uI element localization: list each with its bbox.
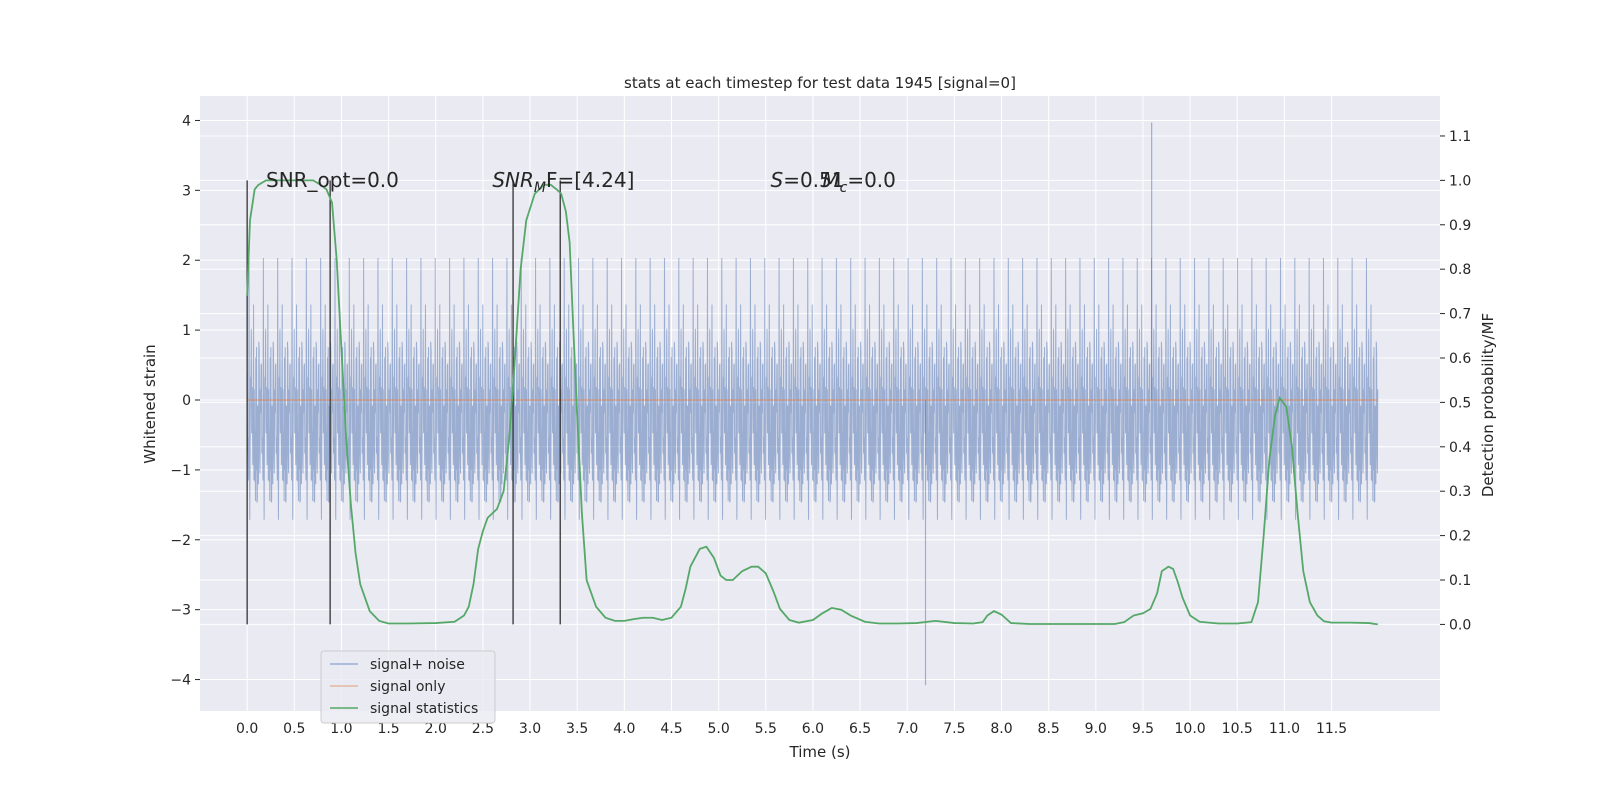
y-right-tick-label: 0.2: [1449, 529, 1471, 545]
annotation-snr-mf-main: SNR: [492, 168, 534, 192]
y-left-tick-label: −1: [170, 463, 191, 479]
y-left-tick-label: 3: [182, 183, 191, 199]
y-right-tick-label: 0.7: [1449, 307, 1471, 323]
chart-title: stats at each timestep for test data 194…: [624, 74, 1016, 92]
x-tick-label: 8.5: [1038, 721, 1060, 737]
y-left-tick-label: 0: [182, 393, 191, 409]
x-tick-label: 1.0: [330, 721, 352, 737]
noise-trace: [246, 257, 1379, 520]
annotation-snr-opt: SNR_opt=0.0: [266, 168, 399, 192]
vertical-markers: [246, 180, 561, 625]
y-right-tick-label: 1.0: [1449, 173, 1471, 189]
x-tick-label: 11.5: [1316, 721, 1347, 737]
x-tick-label: 3.5: [566, 721, 588, 737]
legend-label-signal-only: signal only: [370, 679, 445, 695]
y-right-tick-label: 0.5: [1449, 395, 1471, 411]
annotation-s-tail: =0.51: [783, 168, 844, 192]
x-tick-label: 7.5: [943, 721, 965, 737]
x-axis-label: Time (s): [789, 743, 851, 761]
legend-box: [320, 650, 496, 724]
y-left-tick-label: −3: [170, 603, 191, 619]
legend-label-signal-noise: signal+ noise: [370, 657, 465, 673]
series-signal-noise: [246, 122, 1379, 686]
x-tick-label: 9.0: [1085, 721, 1107, 737]
y-right-tick-label: 0.4: [1449, 440, 1471, 456]
x-tick-label: 2.0: [425, 721, 447, 737]
x-tick-label: 5.5: [755, 721, 777, 737]
y-right-tick-label: 0.8: [1449, 262, 1471, 278]
y-right-tick-label: 0.0: [1449, 617, 1471, 633]
y-right-axis-label: Detection probability/MF: [1479, 313, 1497, 497]
annotation-mc-sub: c: [840, 180, 848, 196]
series-signal-statistics: [246, 179, 1378, 626]
x-tick-label: 4.5: [660, 721, 682, 737]
annotation-mc: Mc=0.0: [822, 168, 896, 196]
annotation-snr-mf-sub: M: [534, 180, 546, 196]
x-tick-label: 6.5: [849, 721, 871, 737]
x-tick-label: 9.5: [1132, 721, 1154, 737]
x-tick-label: 6.0: [802, 721, 824, 737]
annotation-snr-mf: SNRMF=[4.24]: [492, 168, 634, 196]
x-tick-label: 0.5: [283, 721, 305, 737]
annotations: SNR_opt=0.0 SNRMF=[4.24] S=0.51 Mc=0.0: [266, 168, 896, 196]
annotation-mc-main: M: [822, 168, 839, 192]
x-tick-label: 11.0: [1269, 721, 1300, 737]
y-right-tick-label: 0.9: [1449, 218, 1471, 234]
x-tick-label: 3.0: [519, 721, 541, 737]
annotation-s-main: S: [770, 168, 783, 192]
x-tick-label: 2.5: [472, 721, 494, 737]
legend: signal+ noise signal only signal statist…: [320, 650, 496, 724]
signal-statistics-line: [246, 179, 1378, 626]
x-tick-label: 5.0: [707, 721, 729, 737]
y-left-tick-label: 2: [182, 253, 191, 269]
x-tick-label: 8.0: [990, 721, 1012, 737]
y-right-tick-label: 0.1: [1449, 573, 1471, 589]
x-tick-label: 0.0: [236, 721, 258, 737]
x-tick-label: 1.5: [377, 721, 399, 737]
y-right-tick-label: 1.1: [1449, 129, 1471, 145]
y-left-axis-label: Whitened strain: [141, 344, 159, 463]
y-left-tick-label: −2: [170, 533, 191, 549]
y-left-tick-label: 1: [182, 323, 191, 339]
y-right-axis-ticks: 0.0 0.1 0.2 0.3 0.4 0.5 0.6 0.7 0.8 0.9 1.0 1.1: [1440, 129, 1471, 633]
x-tick-label: 4.0: [613, 721, 635, 737]
y-right-tick-label: 0.3: [1449, 484, 1471, 500]
x-tick-label: 10.0: [1175, 721, 1206, 737]
annotation-s: S=0.51: [770, 168, 844, 192]
y-left-tick-label: −4: [170, 673, 191, 689]
annotation-snr-mf-tail: F=[4.24]: [546, 168, 634, 192]
legend-label-signal-statistics: signal statistics: [370, 701, 478, 717]
x-axis-ticks: 0.0 0.5 1.0 1.5 2.0 2.5 3.0 3.5 4.0 4.5 5.0 5.5 6.0 6…: [236, 721, 1347, 737]
x-tick-label: 7.0: [896, 721, 918, 737]
y-left-axis-ticks: −4 −3 −2 −1 0 1 2 3 4: [170, 113, 200, 689]
y-right-tick-label: 0.6: [1449, 351, 1471, 367]
y-left-tick-label: 4: [182, 113, 191, 129]
annotation-mc-tail: =0.0: [847, 168, 896, 192]
x-tick-label: 10.5: [1222, 721, 1253, 737]
